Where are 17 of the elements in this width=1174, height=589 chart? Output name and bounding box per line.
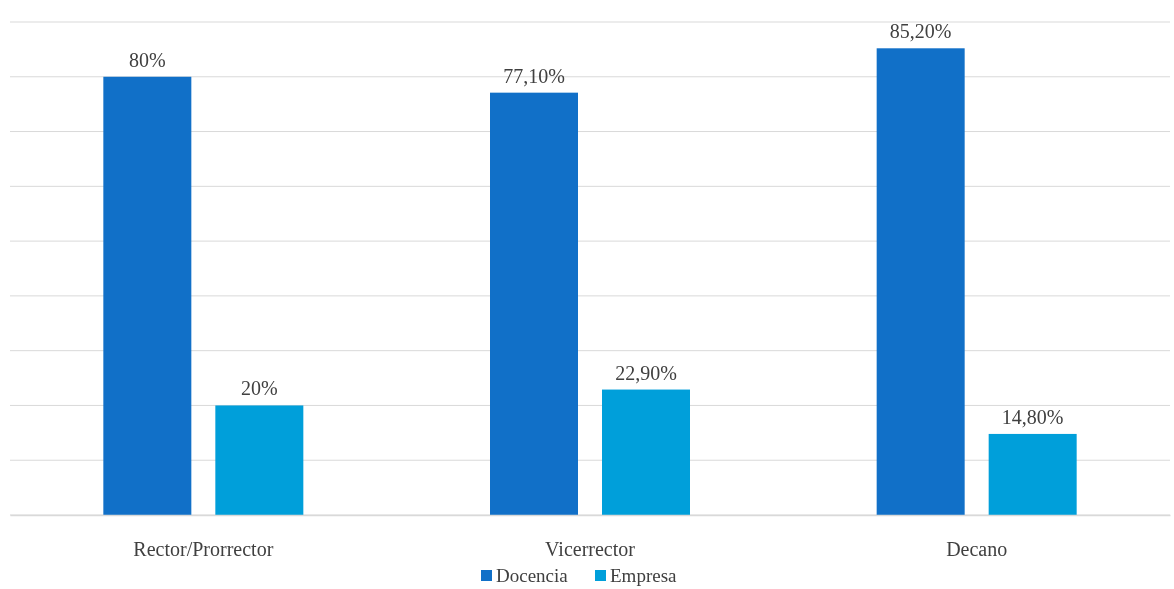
data-label: 20% bbox=[241, 377, 278, 400]
bar bbox=[876, 48, 965, 515]
bar bbox=[103, 76, 192, 515]
bar bbox=[490, 92, 578, 515]
bar bbox=[215, 405, 304, 515]
x-tick-label: Vicerrector bbox=[545, 538, 636, 560]
data-label: 77,10% bbox=[503, 64, 565, 87]
data-label: 14,80% bbox=[1001, 405, 1064, 428]
legend-label: Docencia bbox=[496, 565, 569, 586]
data-label: 80% bbox=[129, 48, 166, 71]
data-label: 22,90% bbox=[615, 361, 677, 384]
x-tick-label: Rector/Prorrector bbox=[133, 538, 274, 560]
bar bbox=[988, 433, 1077, 515]
bar bbox=[602, 389, 690, 515]
data-label: 85,20% bbox=[889, 20, 952, 43]
x-tick-label: Decano bbox=[946, 538, 1008, 560]
legend-label: Empresa bbox=[610, 565, 678, 586]
